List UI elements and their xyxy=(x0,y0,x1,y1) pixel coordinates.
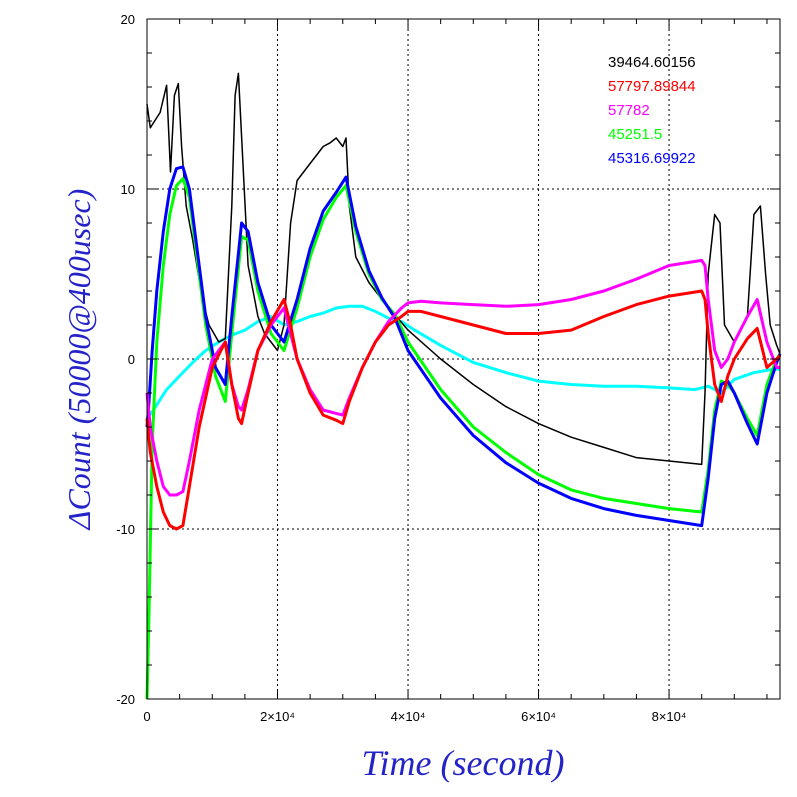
legend-entry-0: 39464.60156 xyxy=(608,54,696,71)
legend: 39464.60156 57797.89844 57782 45251.5 45316.… xyxy=(608,54,696,167)
legend-entry-2: 57782 xyxy=(608,102,650,119)
x-tick-label-4: 8×10⁴ xyxy=(652,709,687,724)
series-lines xyxy=(145,72,782,700)
y-tick-label-3: 10 xyxy=(121,182,135,197)
grid-lines xyxy=(147,19,780,699)
legend-entry-1: 57797.89844 xyxy=(608,78,696,95)
axis-ticks: 0 2×10⁴ 4×10⁴ 6×10⁴ 8×10⁴ -20 -10 0 10 20 xyxy=(116,12,780,724)
x-tick-label-0: 0 xyxy=(143,709,150,724)
x-tick-label-3: 6×10⁴ xyxy=(521,709,556,724)
x-tick-label-2: 4×10⁴ xyxy=(391,709,426,724)
y-axis-title: ΔCount (50000@400usec) xyxy=(61,189,97,532)
y-tick-label-4: 20 xyxy=(121,12,135,27)
x-tick-label-1: 2×10⁴ xyxy=(260,709,295,724)
y-tick-label-1: -10 xyxy=(116,522,135,537)
legend-entry-3: 45251.5 xyxy=(608,126,662,143)
legend-entry-4: 45316.69922 xyxy=(608,150,696,167)
series-line-4 xyxy=(145,165,782,528)
y-tick-label-0: -20 xyxy=(116,692,135,707)
y-tick-label-2: 0 xyxy=(128,352,135,367)
series-line-1 xyxy=(145,289,782,531)
x-axis-title: Time (second) xyxy=(362,743,565,783)
